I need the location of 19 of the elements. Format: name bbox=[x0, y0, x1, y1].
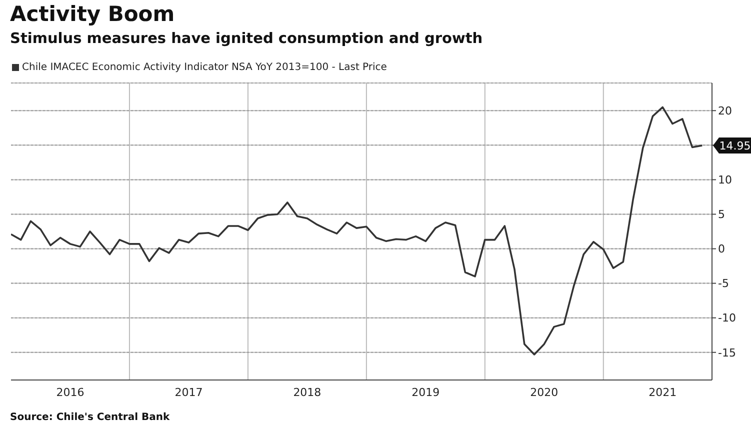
y-tick-label: -15 bbox=[718, 346, 736, 360]
y-tick-label: 0 bbox=[718, 242, 725, 256]
line-series bbox=[11, 106, 704, 356]
x-tick-label: 2016 bbox=[56, 386, 84, 399]
chart-title: Activity Boom bbox=[10, 2, 175, 26]
annotation: 14.95 bbox=[719, 140, 751, 153]
y-tick-label: 5 bbox=[718, 208, 725, 222]
x-tick-label: 2021 bbox=[648, 386, 677, 399]
x-tick-label: 2020 bbox=[530, 386, 558, 399]
x-tick-label: 2018 bbox=[293, 386, 322, 399]
y-tick-label: 20 bbox=[718, 104, 732, 118]
y-tick-label: -10 bbox=[718, 312, 736, 325]
chart-subtitle: Stimulus measures have ignited consumption and growth bbox=[10, 31, 483, 47]
y-tick-label: 10 bbox=[718, 174, 732, 187]
x-tick-label: 2019 bbox=[412, 386, 440, 399]
legend-label: Chile IMACEC Economic Activity Indicator NSA YoY 2013=100 - Last Price bbox=[22, 62, 387, 73]
y-tick-label: -5 bbox=[718, 277, 729, 290]
source-note: Source: Chile's Central Bank bbox=[10, 412, 170, 423]
x-tick-label: 2017 bbox=[174, 386, 203, 399]
